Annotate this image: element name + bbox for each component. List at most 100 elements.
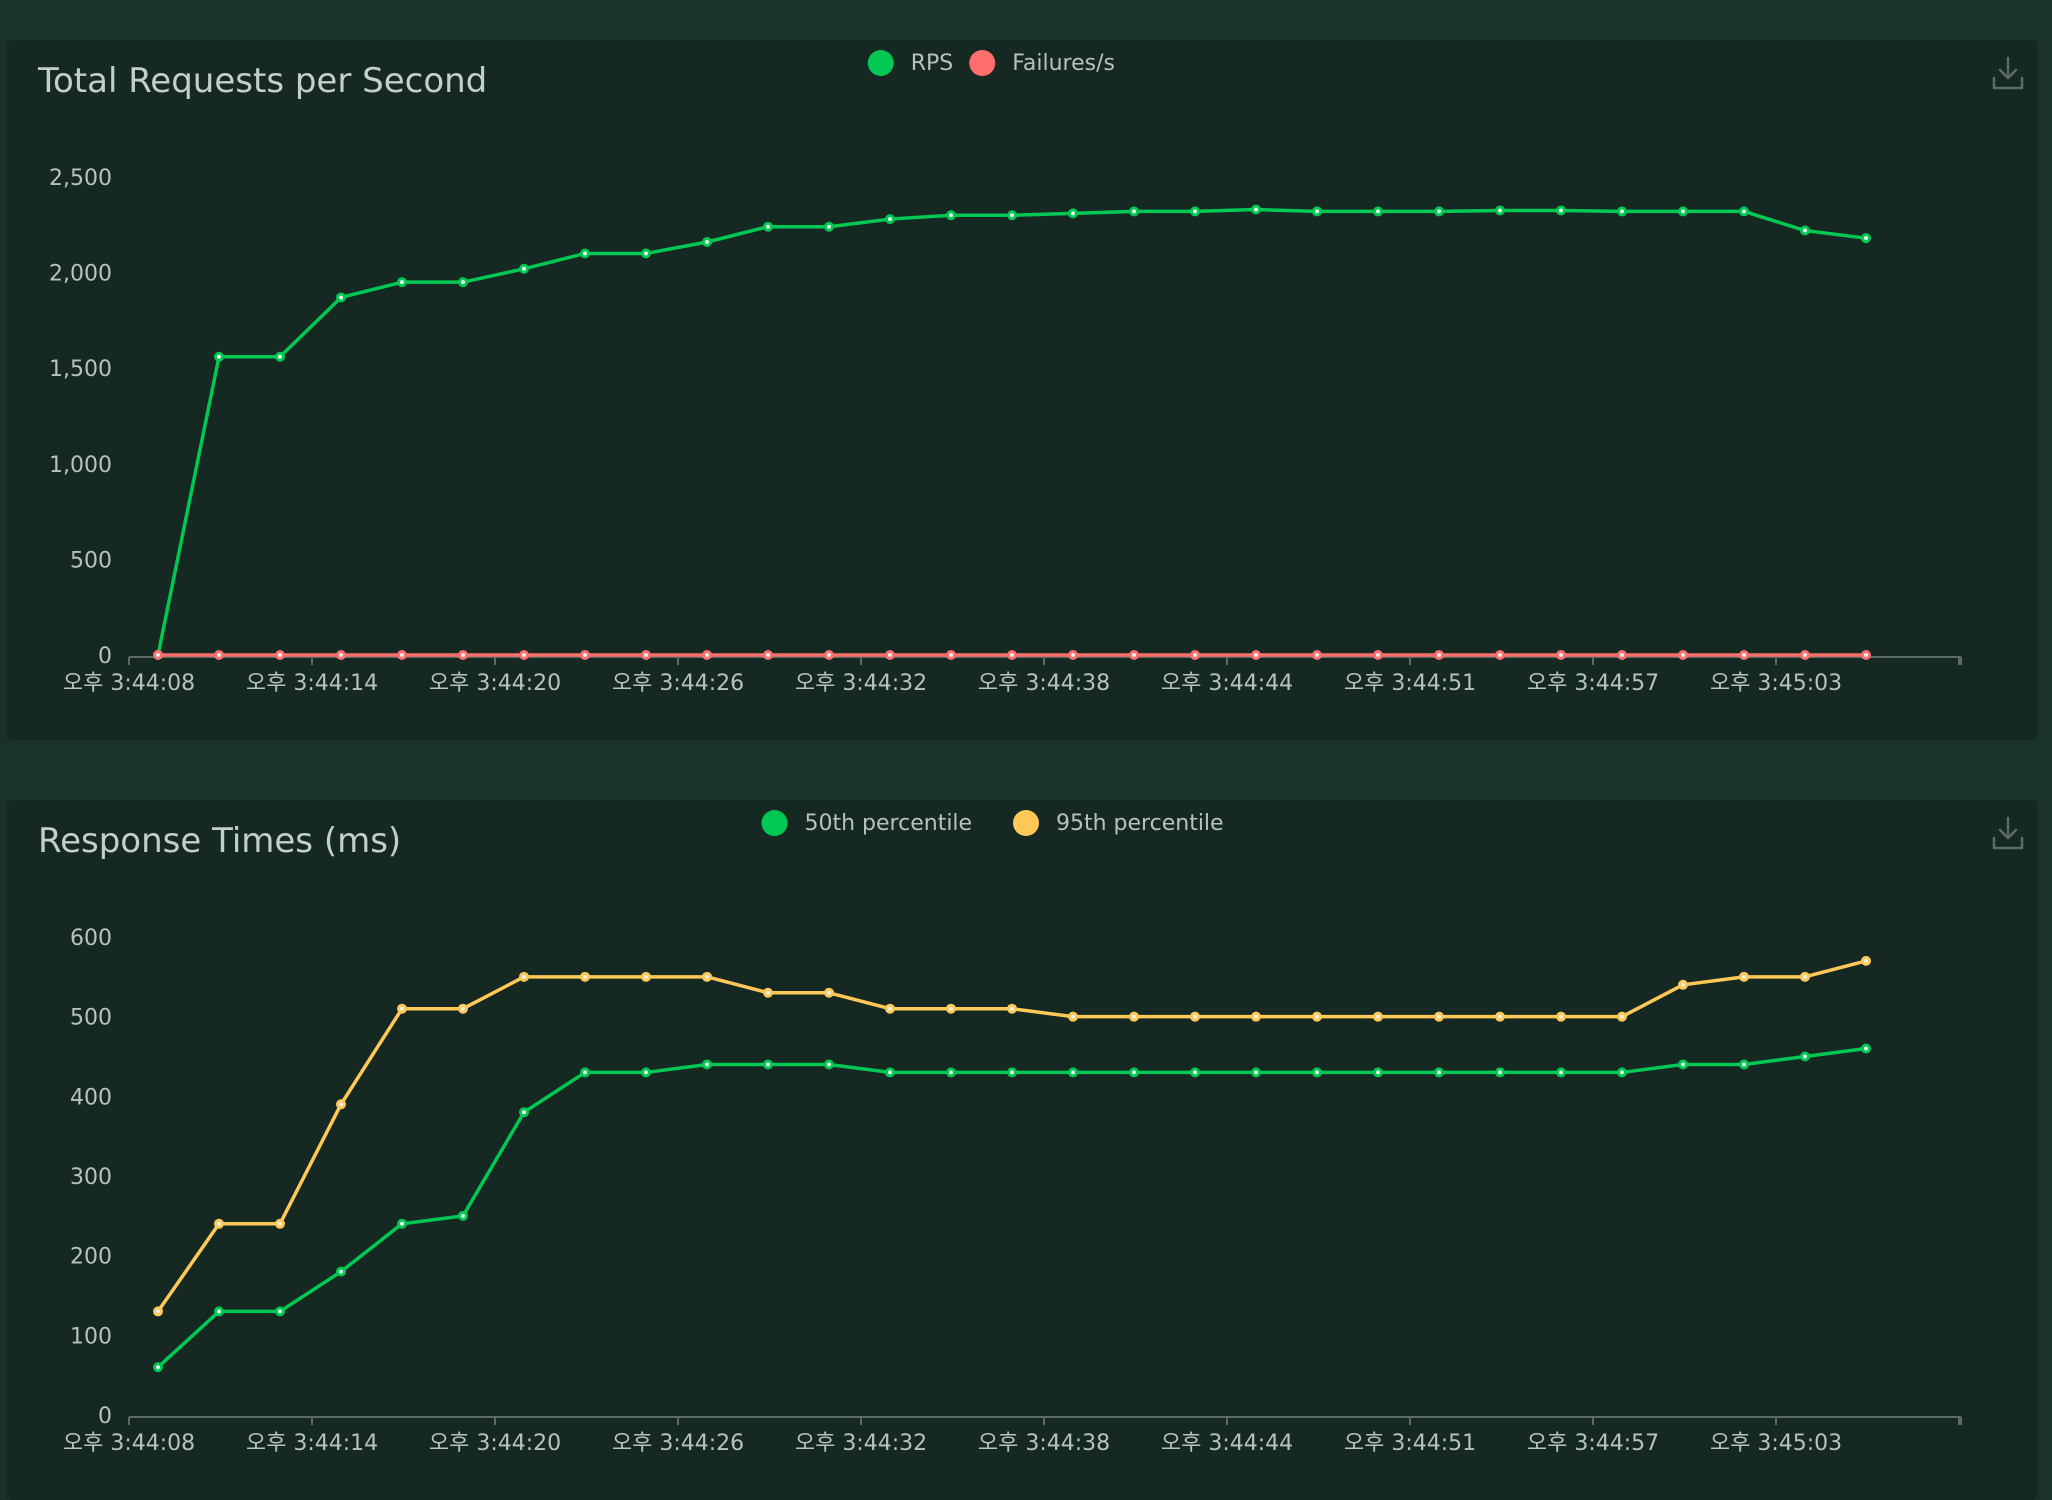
y-tick-label: 0 [98,644,112,669]
y-tick-label: 2,500 [49,166,112,191]
data-point-center [705,974,709,979]
x-tick-label: 오후 3:44:57 [1527,1431,1659,1456]
data-point-center [1681,1062,1685,1067]
data-point-center [1437,1014,1441,1019]
series-line [156,1046,1867,1369]
data-point-center [1132,1014,1136,1019]
data-point-center [1864,1046,1868,1051]
data-point-center [1620,1070,1624,1075]
data-point-center [888,653,892,657]
data-point-center [278,354,282,359]
data-point-center [1254,653,1258,657]
data-point-center [278,653,282,657]
chart-title: Response Times (ms) [38,821,402,861]
data-point-center [1742,653,1746,657]
data-point-center [1742,209,1746,214]
data-point-center [1254,1014,1258,1019]
data-point-center [1010,653,1014,657]
data-point-center [1193,209,1197,214]
data-point-center [1071,653,1075,657]
data-point-center [1437,1070,1441,1075]
data-point-center [583,974,587,979]
data-point-center [827,224,831,229]
data-point-center [339,295,343,300]
data-point-center [1681,653,1685,657]
legend-item: 50th percentile [761,810,972,836]
data-point-center [1864,236,1868,241]
data-point-center [522,653,526,657]
data-point-center [522,266,526,271]
x-tick-label: 오후 3:44:38 [978,1431,1110,1456]
rps-chart-panel: Total Requests per Second RPS Failures/s 오… [6,40,2038,740]
data-point-center [1254,1070,1258,1075]
data-point-center [339,653,343,657]
data-point-center [461,653,465,657]
data-point-center [1193,653,1197,657]
data-point-center [1376,653,1380,657]
data-point-center [461,1006,465,1011]
data-point-center [278,1221,282,1226]
data-point-center [766,1062,770,1067]
data-point-center [949,1070,953,1075]
legend-label: 95th percentile [1056,811,1224,836]
data-point-center [1071,1070,1075,1075]
x-tick-label: 오후 3:44:44 [1161,1431,1293,1456]
data-point-center [1498,1014,1502,1019]
y-tick-label: 100 [70,1324,112,1349]
rps-chart: RPS Failures/s 오후 3:44:08 오후 3:44:14 오후 3:44… [49,50,1962,696]
x-tick-label: 오후 3:44:51 [1344,671,1476,696]
legend-item: RPS [867,50,953,76]
data-point-center [217,653,221,657]
legend-swatch [1013,810,1039,836]
data-point-center [156,1365,160,1370]
data-point-center [278,1309,282,1314]
data-point-center [217,354,221,359]
download-icon[interactable] [1990,814,2026,854]
data-point-center [644,251,648,256]
data-point-center [400,653,404,657]
data-point-center [461,280,465,285]
data-point-center [1437,653,1441,657]
data-point-center [1315,653,1319,657]
y-tick-label: 500 [70,548,112,573]
x-tick-label: 오후 3:44:20 [429,1431,561,1456]
data-point-center [583,653,587,657]
data-point-center [766,653,770,657]
legend-label: Failures/s [1012,51,1115,76]
data-point-center [1681,209,1685,214]
data-point-center [1742,974,1746,979]
data-point-center [949,1006,953,1011]
data-point-center [705,653,709,657]
data-point-center [888,1070,892,1075]
data-point-center [827,653,831,657]
y-tick-label: 1,500 [49,357,112,382]
data-point-center [1864,653,1868,657]
x-tick-label: 오후 3:44:32 [795,1431,927,1456]
data-point-center [888,217,892,222]
data-point-center [583,251,587,256]
data-point-center [583,1070,587,1075]
data-point-center [1376,1014,1380,1019]
data-point-center [644,1070,648,1075]
y-tick-label: 300 [70,1165,112,1190]
data-point-center [766,990,770,995]
data-point-center [217,1309,221,1314]
data-point-center [522,1110,526,1115]
data-point-center [1193,1070,1197,1075]
data-point-center [522,974,526,979]
data-point-center [1071,211,1075,216]
data-point-center [1803,228,1807,233]
data-point-center [1559,653,1563,657]
data-point-center [1681,982,1685,987]
y-tick-label: 1,000 [49,453,112,478]
data-point-center [827,990,831,995]
data-point-center [1803,653,1807,657]
x-tick-label: 오후 3:44:32 [795,671,927,696]
data-point-center [1742,1062,1746,1067]
data-point-center [1559,208,1563,213]
data-point-center [217,1221,221,1226]
legend-swatch [867,50,894,76]
y-tick-label: 200 [70,1245,112,1270]
data-point-center [156,1309,160,1314]
download-icon[interactable] [1990,54,2026,94]
